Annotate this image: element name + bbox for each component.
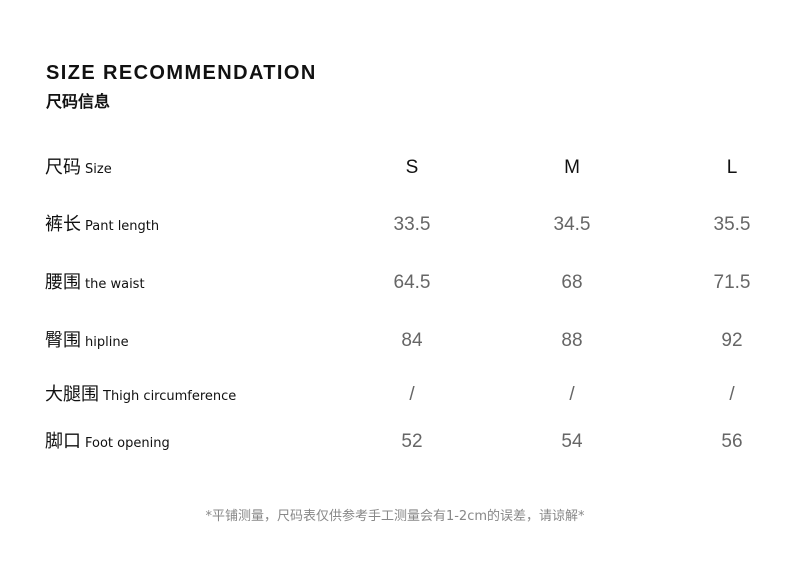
- page-title: SIZE RECOMMENDATION: [46, 62, 317, 84]
- label-cn: 腰围: [45, 272, 81, 293]
- value-cell: 54: [561, 431, 583, 452]
- row-label: 尺码 Size: [45, 153, 112, 185]
- value-cell: /: [729, 384, 735, 405]
- size-l: L: [726, 157, 738, 178]
- value-cell: 33.5: [393, 214, 431, 235]
- table-row: 腰围 the waist 64.5 68 71.5: [0, 268, 790, 298]
- value-cell: /: [569, 384, 575, 405]
- value-cell: 64.5: [393, 272, 431, 293]
- value-cell: 34.5: [553, 214, 591, 235]
- label-en: Foot opening: [85, 436, 170, 451]
- table-row: 脚口 Foot opening 52 54 56: [0, 427, 790, 457]
- row-label: 脚口 Foot opening: [45, 427, 170, 459]
- table-row: 大腿围 Thigh circumference / / /: [0, 380, 790, 410]
- label-cn: 尺码: [45, 157, 81, 178]
- label-cn: 臀围: [45, 330, 81, 351]
- size-s: S: [405, 157, 419, 178]
- label-en: Size: [85, 162, 112, 177]
- label-en: hipline: [85, 335, 129, 350]
- label-en: Thigh circumference: [103, 389, 237, 404]
- row-label: 腰围 the waist: [45, 268, 145, 300]
- value-cell: 88: [561, 330, 583, 351]
- label-cn: 裤长: [45, 214, 81, 235]
- label-en: the waist: [85, 277, 145, 292]
- value-cell: 35.5: [713, 214, 751, 235]
- measurement-note: *平铺测量，尺码表仅供参考手工测量会有1-2cm的误差，请谅解*: [205, 509, 585, 524]
- value-cell: 68: [561, 272, 583, 293]
- size-m: M: [564, 157, 580, 178]
- value-cell: /: [409, 384, 415, 405]
- row-label: 大腿围 Thigh circumference: [45, 380, 236, 412]
- value-cell: 52: [401, 431, 423, 452]
- size-header-row: 尺码 Size S M L: [0, 153, 790, 183]
- value-cell: 84: [401, 330, 423, 351]
- label-cn: 脚口: [45, 431, 81, 452]
- page-subtitle: 尺码信息: [46, 92, 111, 111]
- value-cell: 71.5: [713, 272, 751, 293]
- table-row: 臀围 hipline 84 88 92: [0, 326, 790, 356]
- value-cell: 92: [721, 330, 743, 351]
- value-cell: 56: [721, 431, 743, 452]
- row-label: 裤长 Pant length: [45, 210, 159, 242]
- row-label: 臀围 hipline: [45, 326, 129, 358]
- label-en: Pant length: [85, 219, 160, 234]
- table-row: 裤长 Pant length 33.5 34.5 35.5: [0, 210, 790, 240]
- label-cn: 大腿围: [45, 384, 99, 405]
